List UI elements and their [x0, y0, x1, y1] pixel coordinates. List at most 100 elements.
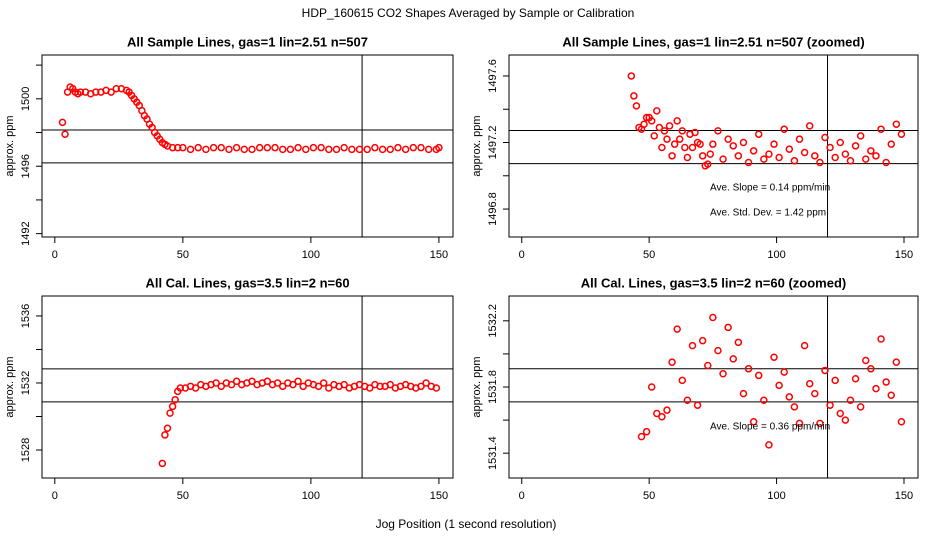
- point: [785, 393, 794, 401]
- point: [630, 92, 638, 100]
- point: [775, 381, 783, 390]
- point: [729, 142, 737, 150]
- point: [168, 143, 177, 152]
- point: [754, 371, 763, 380]
- point: [424, 145, 433, 154]
- y-tick-label: 1492: [20, 221, 32, 245]
- plot-frame: [508, 54, 919, 238]
- x-tick-label: 100: [767, 249, 785, 261]
- y-tick-label: 1532: [20, 371, 32, 395]
- y-axis-label: approx. ppm: [471, 356, 483, 417]
- x-tick-label: 150: [895, 490, 913, 502]
- point: [168, 402, 177, 411]
- point: [790, 403, 799, 411]
- point: [658, 413, 666, 421]
- point: [401, 145, 410, 154]
- y-tick-label: 1500: [20, 87, 32, 111]
- point: [816, 419, 824, 428]
- point: [754, 130, 763, 138]
- point: [698, 336, 707, 345]
- point: [688, 341, 697, 350]
- point: [719, 370, 727, 378]
- point: [872, 384, 880, 393]
- point: [386, 145, 395, 154]
- point: [795, 135, 804, 143]
- point: [278, 382, 287, 391]
- point: [653, 107, 661, 115]
- point: [821, 133, 829, 142]
- x-tick-label: 150: [895, 249, 913, 261]
- point: [299, 382, 307, 391]
- point: [642, 113, 651, 122]
- point: [816, 158, 824, 167]
- point: [627, 72, 636, 80]
- point: [217, 382, 226, 391]
- point: [171, 395, 179, 404]
- point: [714, 346, 722, 355]
- point: [325, 384, 333, 392]
- point: [166, 409, 174, 417]
- point: [271, 143, 279, 152]
- point: [693, 401, 702, 409]
- x-tick-label: 100: [302, 490, 320, 502]
- point: [394, 143, 402, 152]
- panel-title: All Cal. Lines, gas=3.5 lin=2 n=60 (zoom…: [581, 275, 847, 290]
- point: [163, 424, 172, 432]
- point: [325, 145, 333, 154]
- y-tick-label: 1496: [20, 154, 32, 178]
- x-tick-label: 50: [643, 490, 655, 502]
- point: [836, 138, 845, 147]
- point: [765, 150, 773, 158]
- point: [867, 147, 875, 155]
- point: [212, 379, 220, 387]
- point: [691, 128, 699, 137]
- point: [294, 143, 302, 152]
- point: [887, 391, 895, 400]
- annotation: Ave. Slope = 0.14 ppm/min: [710, 183, 830, 194]
- point: [780, 368, 788, 376]
- point: [653, 409, 661, 418]
- point: [724, 323, 732, 332]
- point: [775, 153, 783, 162]
- point: [314, 382, 323, 391]
- point: [232, 143, 241, 152]
- point: [821, 366, 829, 375]
- y-axis-label: approx. ppm: [4, 115, 16, 176]
- x-tick-label: 150: [430, 249, 448, 261]
- y-axis-label: approx. ppm: [4, 356, 16, 417]
- point: [862, 155, 870, 163]
- point: [892, 358, 901, 366]
- point: [194, 143, 202, 152]
- point: [227, 380, 236, 389]
- point: [877, 335, 885, 343]
- point: [366, 384, 374, 392]
- point: [191, 384, 200, 392]
- point: [826, 143, 834, 152]
- point: [158, 459, 167, 468]
- point: [386, 380, 395, 389]
- point: [688, 143, 697, 152]
- y-tick-label: 1532.2: [487, 304, 499, 338]
- point: [435, 143, 443, 152]
- point: [332, 145, 341, 154]
- y-tick-label: 1496.8: [487, 192, 499, 226]
- x-axis-label: Jog Position (1 second resolution): [376, 517, 557, 531]
- point: [724, 135, 732, 143]
- point: [897, 130, 906, 138]
- point: [704, 361, 712, 370]
- point: [826, 401, 834, 409]
- point: [678, 127, 687, 135]
- point: [714, 127, 722, 135]
- point: [734, 338, 743, 347]
- point: [263, 377, 272, 386]
- point: [640, 120, 648, 128]
- y-tick-label: 1536: [20, 304, 32, 328]
- point: [340, 380, 348, 389]
- point: [217, 143, 226, 152]
- point: [683, 153, 692, 162]
- point: [851, 142, 860, 150]
- point: [841, 416, 850, 424]
- point: [882, 378, 890, 386]
- point: [836, 409, 845, 418]
- point: [248, 145, 256, 154]
